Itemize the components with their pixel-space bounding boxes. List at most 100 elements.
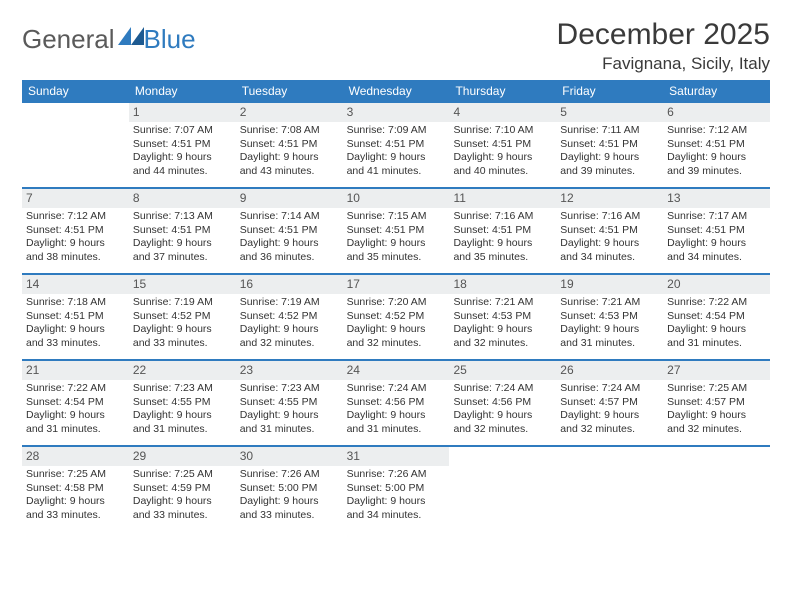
day-details: Sunrise: 7:17 AMSunset: 4:51 PMDaylight:… (663, 210, 770, 264)
day-detail-line: Sunset: 4:51 PM (347, 224, 446, 237)
calendar-cell: 28Sunrise: 7:25 AMSunset: 4:58 PMDayligh… (22, 447, 129, 531)
weekday-header: Monday (129, 80, 236, 103)
calendar-cell: 26 Sunrise: 7:24 AMSunset: 4:57 PMDayligh… (556, 361, 663, 445)
day-detail-line: Sunset: 4:59 PM (133, 482, 232, 495)
day-detail-line: Daylight: 9 hours and 43 minutes. (240, 151, 339, 178)
calendar-cell: 15Sunrise: 7:19 AMSunset: 4:52 PMDayligh… (129, 275, 236, 359)
day-number: 14 (22, 275, 129, 294)
day-detail-line: Sunset: 4:51 PM (560, 138, 659, 151)
day-detail-line: Daylight: 9 hours and 39 minutes. (667, 151, 766, 178)
calendar-cell: 11 Sunrise: 7:16 AMSunset: 4:51 PMDayligh… (449, 189, 556, 273)
weekday-header: Wednesday (343, 80, 450, 103)
day-detail-line: Sunset: 4:51 PM (26, 224, 125, 237)
day-detail-line: Sunrise: 7:25 AM (133, 468, 232, 481)
day-details: Sunrise: 7:21 AMSunset: 4:53 PMDaylight:… (556, 296, 663, 350)
day-detail-line: Sunrise: 7:14 AM (240, 210, 339, 223)
day-detail-line: Sunset: 4:51 PM (667, 138, 766, 151)
calendar-cell: 8Sunrise: 7:13 AMSunset: 4:51 PMDaylight… (129, 189, 236, 273)
weekday-header: Sunday (22, 80, 129, 103)
day-details: Sunrise: 7:24 AMSunset: 4:56 PMDaylight:… (343, 382, 450, 436)
day-number: 3 (343, 103, 450, 122)
day-number: 5 (556, 103, 663, 122)
month-title: December 2025 (557, 18, 770, 52)
calendar-cell: 16Sunrise: 7:19 AMSunset: 4:52 PMDayligh… (236, 275, 343, 359)
day-number: 11 (449, 189, 556, 208)
calendar-cell: 5 Sunrise: 7:11 AMSunset: 4:51 PMDaylight… (556, 103, 663, 187)
day-detail-line: Daylight: 9 hours and 32 minutes. (667, 409, 766, 436)
day-number: 23 (236, 361, 343, 380)
calendar-cell: 3Sunrise: 7:09 AMSunset: 4:51 PMDaylight… (343, 103, 450, 187)
day-detail-line: Sunrise: 7:24 AM (453, 382, 552, 395)
day-detail-line: Daylight: 9 hours and 31 minutes. (667, 323, 766, 350)
day-detail-line: Sunset: 4:57 PM (560, 396, 659, 409)
day-detail-line: Daylight: 9 hours and 32 minutes. (453, 323, 552, 350)
day-detail-line: Sunset: 4:55 PM (240, 396, 339, 409)
day-detail-line: Daylight: 9 hours and 38 minutes. (26, 237, 125, 264)
day-details: Sunrise: 7:08 AMSunset: 4:51 PMDaylight:… (236, 124, 343, 178)
calendar-cell: 18 Sunrise: 7:21 AMSunset: 4:53 PMDayligh… (449, 275, 556, 359)
day-number: 24 (343, 361, 450, 380)
day-detail-line: Daylight: 9 hours and 34 minutes. (667, 237, 766, 264)
day-detail-line: Daylight: 9 hours and 32 minutes. (453, 409, 552, 436)
day-details: Sunrise: 7:15 AMSunset: 4:51 PMDaylight:… (343, 210, 450, 264)
day-detail-line: Sunset: 4:56 PM (347, 396, 446, 409)
day-details: Sunrise: 7:19 AMSunset: 4:52 PMDaylight:… (129, 296, 236, 350)
calendar-cell (663, 447, 770, 531)
calendar-cell: 21Sunrise: 7:22 AMSunset: 4:54 PMDayligh… (22, 361, 129, 445)
day-detail-line: Sunset: 4:51 PM (240, 224, 339, 237)
day-detail-line: Sunrise: 7:23 AM (240, 382, 339, 395)
day-details: Sunrise: 7:21 AMSunset: 4:53 PMDaylight:… (449, 296, 556, 350)
day-detail-line: Sunset: 5:00 PM (347, 482, 446, 495)
day-number: 18 (449, 275, 556, 294)
day-details: Sunrise: 7:22 AMSunset: 4:54 PMDaylight:… (663, 296, 770, 350)
day-details: Sunrise: 7:19 AMSunset: 4:52 PMDaylight:… (236, 296, 343, 350)
day-details: Sunrise: 7:25 AMSunset: 4:57 PMDaylight:… (663, 382, 770, 436)
day-detail-line: Sunrise: 7:19 AM (240, 296, 339, 309)
day-detail-line: Daylight: 9 hours and 32 minutes. (240, 323, 339, 350)
day-detail-line: Sunrise: 7:25 AM (26, 468, 125, 481)
day-detail-line: Daylight: 9 hours and 34 minutes. (560, 237, 659, 264)
day-details: Sunrise: 7:11 AMSunset: 4:51 PMDaylight:… (556, 124, 663, 178)
day-detail-line: Daylight: 9 hours and 35 minutes. (453, 237, 552, 264)
location-label: Favignana, Sicily, Italy (557, 54, 770, 74)
logo-text-blue: Blue (144, 24, 196, 55)
day-details: Sunrise: 7:16 AMSunset: 4:51 PMDaylight:… (556, 210, 663, 264)
day-detail-line: Daylight: 9 hours and 31 minutes. (26, 409, 125, 436)
day-detail-line: Sunset: 4:51 PM (133, 224, 232, 237)
day-details: Sunrise: 7:16 AMSunset: 4:51 PMDaylight:… (449, 210, 556, 264)
day-number: 12 (556, 189, 663, 208)
calendar-cell: 17 Sunrise: 7:20 AMSunset: 4:52 PMDayligh… (343, 275, 450, 359)
day-detail-line: Daylight: 9 hours and 32 minutes. (560, 409, 659, 436)
day-detail-line: Sunset: 4:52 PM (240, 310, 339, 323)
calendar-cell: 30Sunrise: 7:26 AMSunset: 5:00 PMDayligh… (236, 447, 343, 531)
day-number: 30 (236, 447, 343, 466)
day-detail-line: Daylight: 9 hours and 40 minutes. (453, 151, 552, 178)
day-number: 17 (343, 275, 450, 294)
calendar-cell: 14 Sunrise: 7:18 AMSunset: 4:51 PMDayligh… (22, 275, 129, 359)
day-detail-line: Sunset: 4:53 PM (560, 310, 659, 323)
day-details: Sunrise: 7:18 AMSunset: 4:51 PMDaylight:… (22, 296, 129, 350)
day-number: 25 (449, 361, 556, 380)
day-detail-line: Sunset: 4:51 PM (560, 224, 659, 237)
day-details: Sunrise: 7:25 AMSunset: 4:59 PMDaylight:… (129, 468, 236, 522)
day-number: 6 (663, 103, 770, 122)
day-detail-line: Sunset: 4:54 PM (667, 310, 766, 323)
day-number: 10 (343, 189, 450, 208)
day-detail-line: Sunrise: 7:16 AM (453, 210, 552, 223)
day-detail-line: Daylight: 9 hours and 31 minutes. (347, 409, 446, 436)
calendar-cell: 4Sunrise: 7:10 AMSunset: 4:51 PMDaylight… (449, 103, 556, 187)
day-detail-line: Sunset: 4:56 PM (453, 396, 552, 409)
day-detail-line: Daylight: 9 hours and 34 minutes. (347, 495, 446, 522)
day-details: Sunrise: 7:20 AMSunset: 4:52 PMDaylight:… (343, 296, 450, 350)
day-detail-line: Sunset: 5:00 PM (240, 482, 339, 495)
calendar-cell: 10 Sunrise: 7:15 AMSunset: 4:51 PMDayligh… (343, 189, 450, 273)
day-detail-line: Daylight: 9 hours and 31 minutes. (133, 409, 232, 436)
day-details: Sunrise: 7:24 AMSunset: 4:57 PMDaylight:… (556, 382, 663, 436)
day-number: 26 (556, 361, 663, 380)
day-detail-line: Sunrise: 7:11 AM (560, 124, 659, 137)
calendar-cell: 25 Sunrise: 7:24 AMSunset: 4:56 PMDayligh… (449, 361, 556, 445)
day-details: Sunrise: 7:10 AMSunset: 4:51 PMDaylight:… (449, 124, 556, 178)
title-block: December 2025 Favignana, Sicily, Italy (557, 18, 770, 74)
day-details: Sunrise: 7:07 AMSunset: 4:51 PMDaylight:… (129, 124, 236, 178)
day-detail-line: Sunset: 4:57 PM (667, 396, 766, 409)
